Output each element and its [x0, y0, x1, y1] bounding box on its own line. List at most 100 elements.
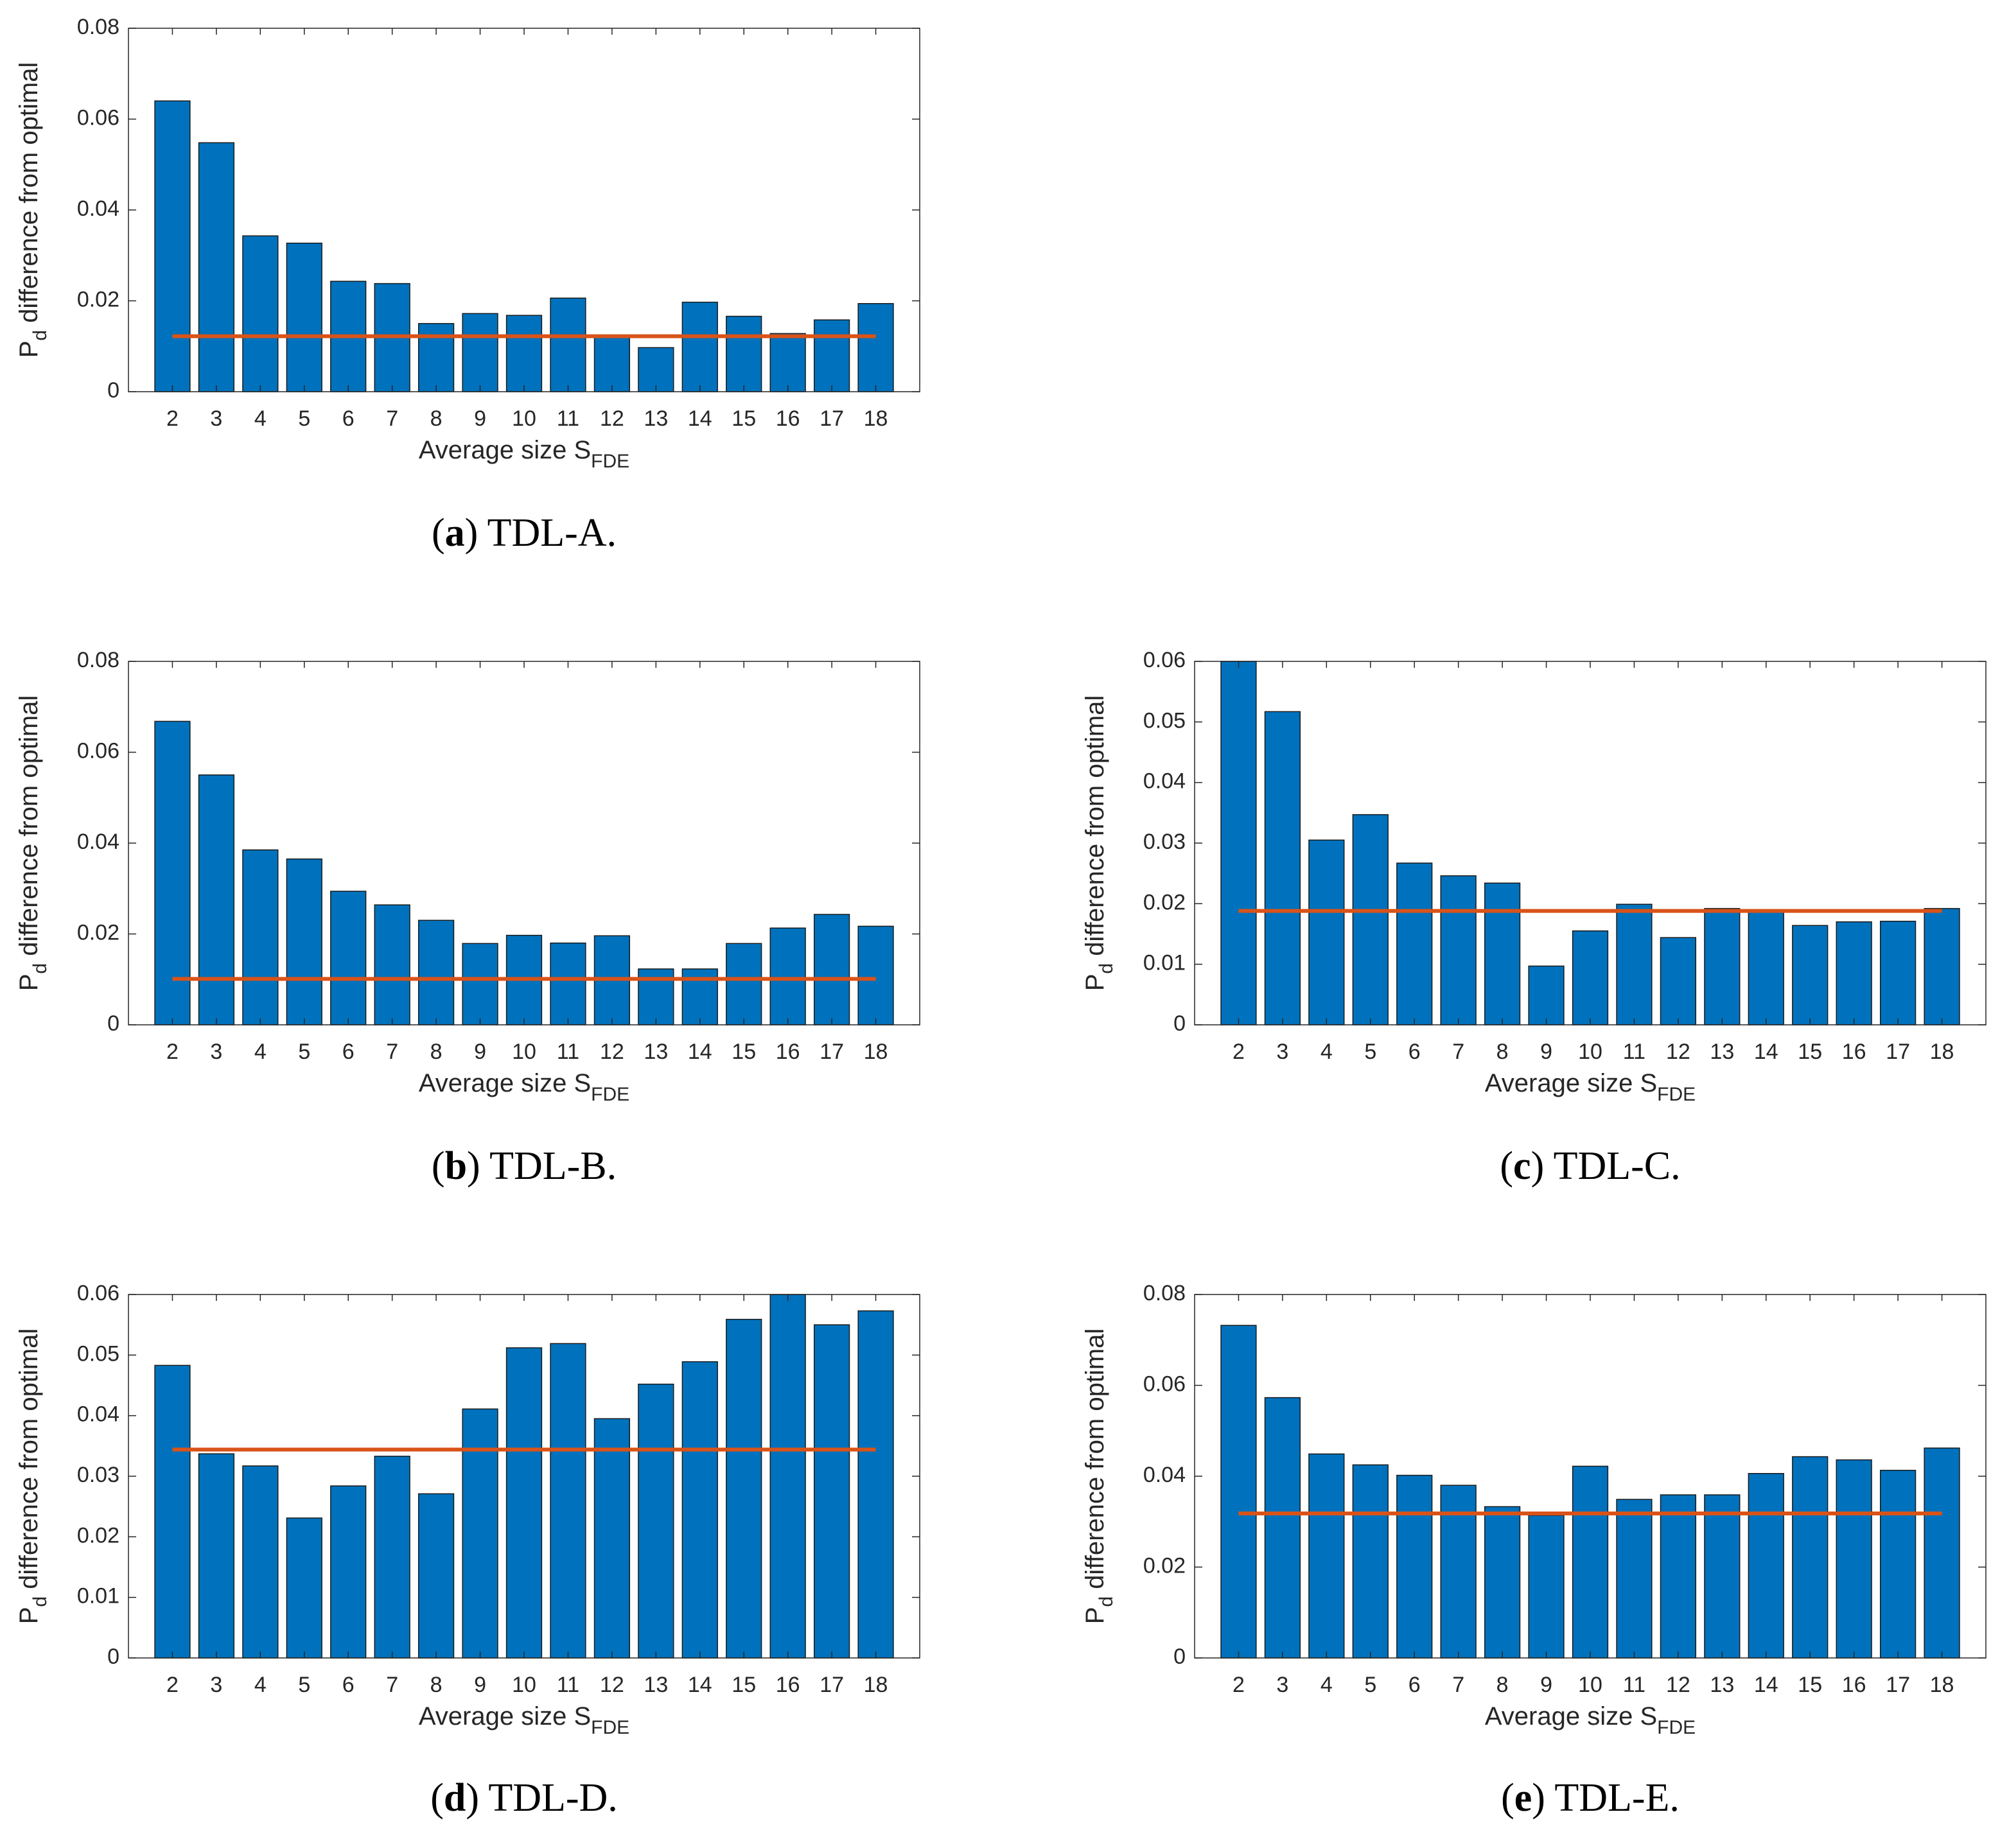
x-tick-label: 12: [600, 1040, 624, 1064]
bar: [1528, 1515, 1565, 1659]
caption-part: (: [432, 1144, 445, 1188]
x-tick-label: 5: [298, 1673, 310, 1697]
bar: [154, 100, 191, 392]
x-tick-label: 7: [386, 406, 398, 431]
y-tick-label: 0: [107, 1011, 119, 1036]
bar: [1396, 1474, 1433, 1659]
x-tick-label: 11: [557, 1673, 579, 1697]
y-axis-label-main: P: [15, 974, 43, 991]
y-axis-label-main: P: [15, 341, 43, 358]
x-tick-label: 14: [688, 1040, 712, 1064]
bar: [1748, 1473, 1784, 1659]
y-tick-label: 0.04: [77, 830, 119, 854]
y-tick-label: 0.02: [77, 920, 119, 945]
y-tick-label: 0.03: [1143, 830, 1186, 854]
y-axis-label-sub: d: [30, 963, 51, 974]
x-tick-label: 12: [600, 1673, 624, 1697]
bar: [1836, 1459, 1872, 1659]
y-tick-label: 0.06: [77, 1281, 119, 1305]
y-tick-label: 0.04: [1143, 1463, 1186, 1487]
y-tick-label: 0.02: [77, 1523, 119, 1547]
bar: [1792, 925, 1829, 1025]
bar: [593, 1418, 631, 1659]
y-axis-label-main: P: [1081, 1607, 1109, 1625]
y-tick-label: 0.04: [77, 196, 119, 221]
x-tick-label: 12: [1666, 1040, 1690, 1064]
bar: [638, 1383, 674, 1659]
x-tick-label: 6: [342, 1673, 355, 1697]
caption: (b) TDL-B.: [432, 1144, 617, 1188]
y-axis-label: Pd difference from optimal: [15, 1329, 51, 1625]
x-tick-label: 8: [1496, 1040, 1509, 1064]
x-tick-label: 11: [557, 406, 579, 431]
bar: [1572, 1465, 1609, 1659]
bar: [286, 242, 322, 392]
x-tick-label: 7: [1452, 1040, 1464, 1064]
bar: [286, 1517, 322, 1659]
caption-part: (: [432, 511, 445, 555]
y-axis-label: Pd difference from optimal: [1081, 1329, 1117, 1625]
x-tick-label: 4: [254, 1040, 267, 1064]
x-tick-label: 2: [1233, 1040, 1245, 1064]
x-tick-label: 15: [732, 406, 756, 431]
bar: [857, 1310, 894, 1659]
x-tick-label: 6: [342, 1040, 355, 1064]
x-tick-label: 18: [1930, 1673, 1954, 1697]
x-tick-label: 18: [864, 406, 888, 431]
y-axis-label-sub: d: [1096, 963, 1117, 974]
bar: [1572, 930, 1609, 1025]
bar: [857, 925, 894, 1025]
bar: [813, 914, 850, 1025]
y-tick-label: 0.03: [77, 1463, 119, 1487]
bar: [330, 1485, 367, 1659]
x-axis-label-sub: FDE: [1657, 1717, 1696, 1738]
bar: [638, 347, 674, 392]
panel: 2 3 4 5 6 7 8 9 10 11 12 13 14 15 16 17 18 0 0.02 0.04 0.06 0…: [15, 648, 920, 1188]
x-tick-label: 14: [688, 1673, 712, 1697]
x-tick-label: 3: [210, 1040, 222, 1064]
x-tick-label: 2: [166, 1673, 179, 1697]
bar: [462, 943, 498, 1025]
y-axis-label-sub: d: [30, 1596, 51, 1607]
x-tick-label: 9: [1540, 1673, 1552, 1697]
bar: [813, 319, 850, 392]
y-tick-label: 0.05: [77, 1341, 119, 1366]
bar: [1704, 908, 1741, 1025]
caption: (c) TDL-C.: [1500, 1144, 1680, 1188]
bar: [154, 1364, 191, 1659]
x-tick-label: 18: [1930, 1040, 1954, 1064]
caption-part: d: [444, 1776, 466, 1820]
bar: [1440, 1485, 1477, 1659]
bar: [1792, 1456, 1829, 1659]
bar: [857, 302, 894, 392]
panel: 2 3 4 5 6 7 8 9 10 11 12 13 14 15 16 17 18 0 0.02 0.04 0.06 0…: [15, 15, 920, 555]
x-tick-label: 10: [512, 1040, 536, 1064]
bar: [1220, 661, 1257, 1025]
x-axis-label-sub: FDE: [591, 451, 629, 472]
y-tick-label: 0.05: [1143, 708, 1186, 733]
x-tick-label: 5: [1364, 1673, 1376, 1697]
caption-part: e: [1514, 1776, 1532, 1820]
caption-part: (: [1501, 1776, 1514, 1820]
bar: [1264, 711, 1301, 1025]
y-tick-label: 0.02: [77, 287, 119, 311]
x-axis-label-sub: FDE: [1657, 1084, 1696, 1105]
x-tick-label: 17: [820, 1673, 844, 1697]
bar: [1264, 1397, 1301, 1659]
y-tick-label: 0.02: [1143, 1553, 1186, 1578]
bar: [1660, 1494, 1697, 1659]
y-axis-label: Pd difference from optimal: [15, 695, 51, 991]
panel: 2 3 4 5 6 7 8 9 10 11 12 13 14 15 16 17 18 0 0.01 0.02 0.03 0…: [1081, 648, 1987, 1188]
x-tick-label: 9: [474, 1673, 486, 1697]
y-axis-label-rest: difference from optimal: [15, 695, 43, 963]
x-tick-label: 17: [820, 406, 844, 431]
x-axis-label: Average size SFDE: [419, 1702, 629, 1738]
bar: [1352, 814, 1389, 1025]
x-tick-label: 15: [1798, 1673, 1822, 1697]
x-tick-label: 7: [1452, 1673, 1464, 1697]
y-tick-label: 0.08: [1143, 1281, 1186, 1305]
bar: [1704, 1494, 1741, 1659]
y-axis-label-rest: difference from optimal: [15, 62, 43, 330]
x-tick-label: 14: [688, 406, 712, 431]
bar: [769, 1294, 806, 1659]
